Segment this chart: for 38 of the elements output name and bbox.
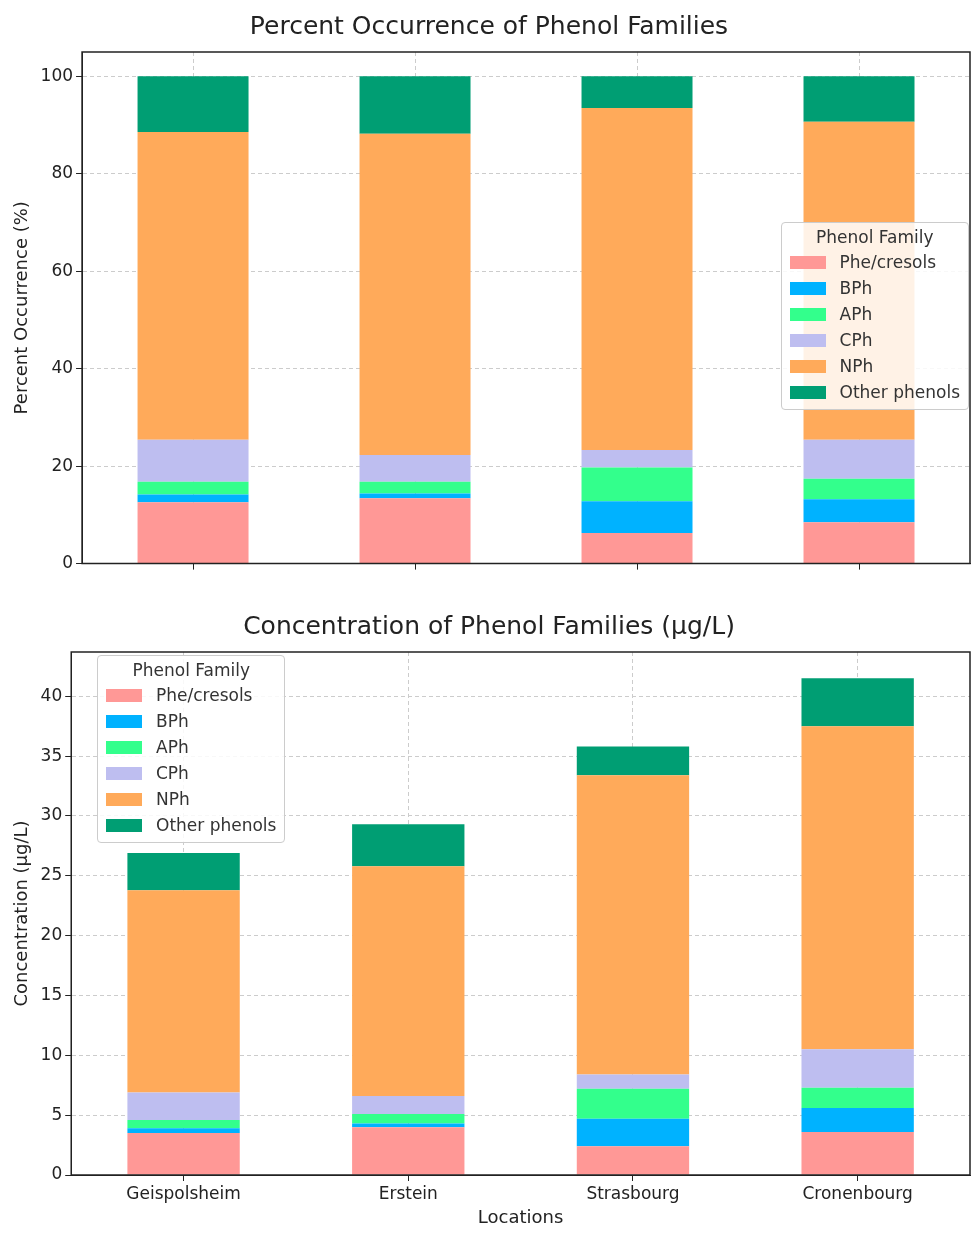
y-axis-title: Percent Occurrence (%) — [10, 201, 32, 415]
chart-title: Concentration of Phenol Families (µg/L) — [243, 610, 735, 640]
legend-label: NPh — [156, 789, 190, 809]
y-tick-label: 15 — [40, 983, 63, 1004]
y-axis-title: Concentration (µg/L) — [10, 820, 32, 1007]
legend-label: Phe/cresols — [156, 685, 253, 705]
x-tick-label: Geispolsheim — [126, 1182, 241, 1203]
y-tick-label: 20 — [51, 454, 74, 475]
x-tick-label: Strasbourg — [586, 1182, 680, 1203]
y-tick-label: 40 — [40, 684, 63, 705]
y-tick-label: 10 — [40, 1043, 63, 1064]
legend-label: APh — [839, 304, 873, 324]
legend-label: CPh — [839, 330, 873, 350]
y-tick-label: 5 — [51, 1103, 63, 1124]
y-tick-label: 25 — [40, 864, 63, 885]
legend-label: APh — [156, 737, 189, 757]
x-tick-label: Cronenbourg — [802, 1182, 913, 1203]
y-tick-label: 100 — [40, 64, 74, 85]
x-axis-title: Locations — [477, 1205, 564, 1227]
y-tick-label: 0 — [62, 552, 74, 573]
legend-label: BPh — [156, 711, 189, 731]
legend-label: Other phenols — [156, 815, 277, 835]
legend-label: BPh — [839, 278, 873, 298]
legend-label: Other phenols — [839, 382, 960, 402]
y-tick-label: 0 — [51, 1163, 63, 1184]
legend-label: Phe/cresols — [839, 252, 937, 272]
legend-label: NPh — [839, 356, 874, 376]
legend-title: Phenol Family — [131, 660, 251, 680]
x-tick-label: Erstein — [378, 1182, 438, 1203]
chart-title: Percent Occurrence of Phenol Families — [249, 10, 729, 40]
y-tick-label: 80 — [51, 162, 74, 183]
legend-label: CPh — [156, 763, 189, 783]
y-tick-label: 40 — [51, 357, 74, 378]
y-tick-label: 35 — [40, 744, 63, 765]
y-tick-label: 30 — [40, 804, 63, 825]
legend-title: Phenol Family — [815, 227, 935, 247]
y-tick-label: 20 — [40, 924, 63, 945]
y-tick-label: 60 — [51, 259, 74, 280]
